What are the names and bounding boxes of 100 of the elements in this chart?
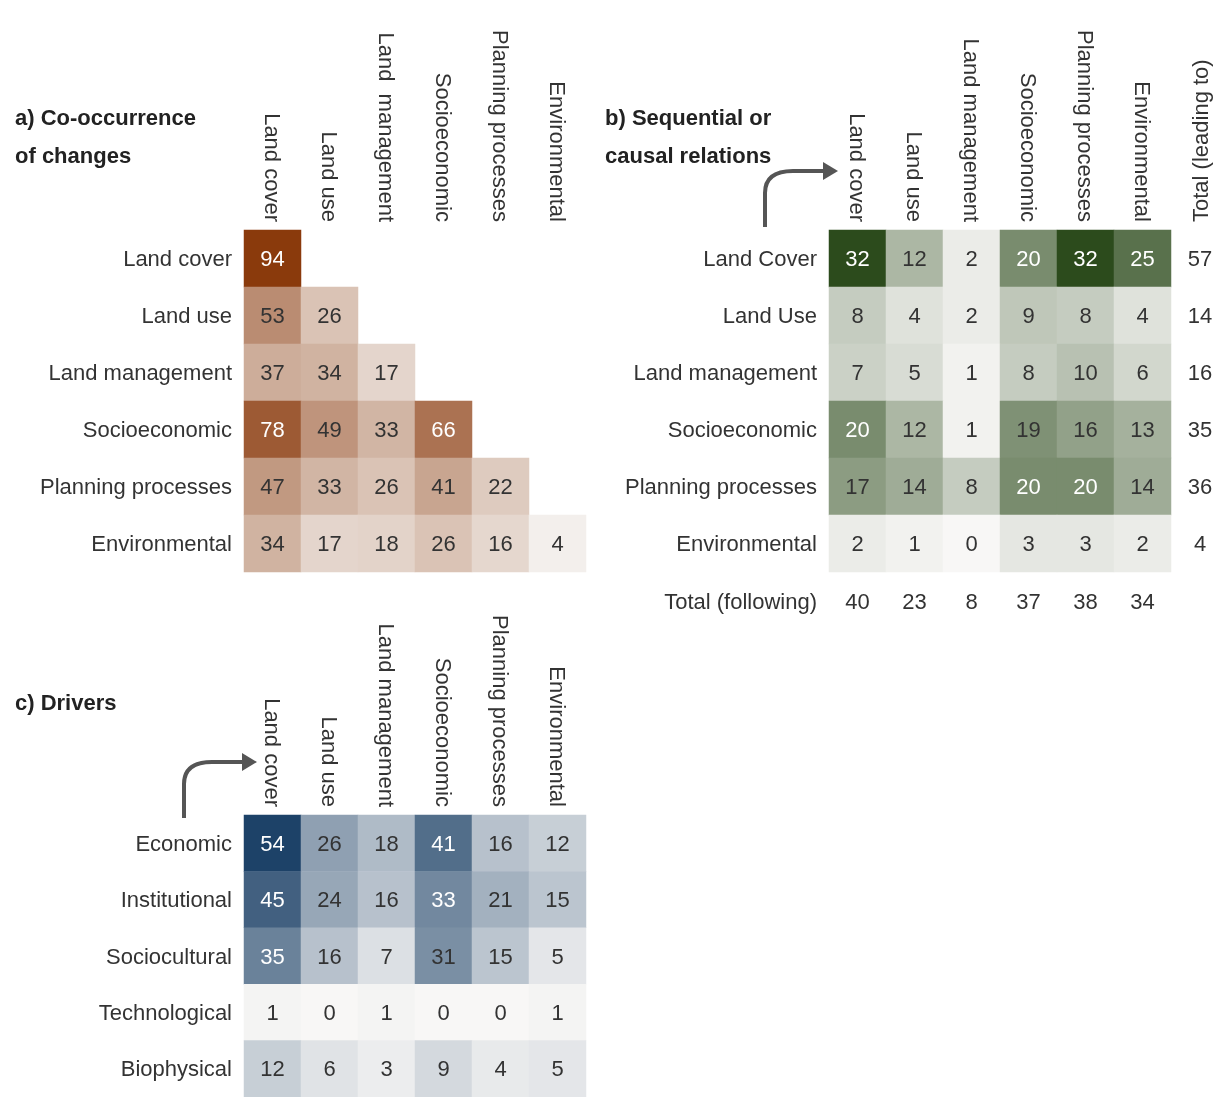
data-label: 37 (260, 360, 285, 385)
data-label: 12 (902, 246, 927, 271)
data-label: 1 (965, 417, 978, 442)
data-label: 15 (545, 887, 570, 913)
text: 40 (845, 588, 870, 614)
data-label: 12 (545, 830, 570, 856)
data-label: 32 (1073, 246, 1098, 271)
data-label: 12 (260, 1056, 285, 1082)
data-label: 0 (323, 999, 336, 1025)
text: Total (leading to) (1187, 59, 1213, 222)
y2-tick-label: 16 (1187, 360, 1213, 385)
x-tick-label: Planning processes (488, 29, 513, 222)
data-label: 8 (1022, 360, 1035, 385)
x-tick-label: Socioeconomic (431, 72, 456, 222)
data-label: 9 (1022, 303, 1035, 328)
x-tick-label: Land management (374, 32, 399, 222)
y-tick-label: Socioeconomic (82, 417, 232, 442)
x-tick-label: Land management (374, 623, 399, 807)
data-label: 94 (260, 246, 285, 271)
data-label: 16 (317, 943, 342, 969)
text: Total (following) (664, 588, 817, 614)
y2-tick-label: 4 (1193, 531, 1207, 556)
x-tick-label: Socioeconomic (431, 657, 456, 807)
y-tick-label: Land Cover (703, 246, 817, 271)
y-tick-label: Sociocultural (106, 943, 232, 969)
data-label: 7 (851, 360, 864, 385)
data-label: 12 (902, 417, 927, 442)
data-label: 8 (851, 303, 864, 328)
data-label: 26 (317, 830, 342, 856)
text: 8 (965, 588, 978, 614)
data-label: 16 (488, 531, 513, 556)
data-label: 33 (317, 474, 342, 499)
data-label: 26 (431, 531, 456, 556)
data-label: 3 (1079, 531, 1092, 556)
y2-tick-label: 14 (1187, 303, 1213, 328)
data-label: 14 (902, 474, 927, 499)
data-label: 34 (260, 531, 285, 556)
data-label: 26 (317, 303, 342, 328)
data-label: 0 (494, 999, 507, 1025)
data-label: 0 (965, 531, 978, 556)
data-label: 8 (965, 474, 978, 499)
y-tick-label: Land cover (123, 246, 232, 271)
data-label: 3 (1022, 531, 1035, 556)
data-label: 6 (323, 1056, 336, 1082)
chart-title: a) Co-occurrence of changes (15, 104, 203, 168)
y-tick-label: Environmental (91, 531, 232, 556)
y-tick-label: Economic (135, 830, 232, 856)
data-label: 15 (488, 943, 513, 969)
data-label: 26 (374, 474, 399, 499)
data-label: 20 (845, 417, 870, 442)
text: 34 (1130, 588, 1155, 614)
y-tick-label: Land use (141, 303, 232, 328)
data-label: 34 (317, 360, 342, 385)
data-label: 14 (1130, 474, 1155, 499)
data-label: 17 (374, 360, 399, 385)
data-label: 53 (260, 303, 285, 328)
y-tick-label: Institutional (120, 887, 232, 913)
data-label: 16 (488, 830, 513, 856)
y-tick-label: Biophysical (120, 1056, 232, 1082)
data-label: 1 (965, 360, 978, 385)
data-label: 1 (908, 531, 921, 556)
data-label: 45 (260, 887, 285, 913)
data-label: 19 (1016, 417, 1041, 442)
data-label: 1 (266, 999, 279, 1025)
data-label: 33 (431, 887, 456, 913)
data-label: 2 (1136, 531, 1149, 556)
text: 23 (902, 588, 927, 614)
data-label: 47 (260, 474, 285, 499)
data-label: 24 (317, 887, 342, 913)
data-label: 5 (551, 1056, 564, 1082)
data-label: 16 (374, 887, 399, 913)
x-tick-label: Planning processes (488, 614, 513, 807)
data-label: 22 (488, 474, 513, 499)
data-label: 20 (1016, 246, 1041, 271)
data-label: 25 (1130, 246, 1155, 271)
x-tick-label: Planning processes (1073, 29, 1098, 222)
y-tick-label: Environmental (676, 531, 817, 556)
x-tick-label: Land use (317, 716, 342, 807)
data-label: 41 (431, 474, 456, 499)
x-tick-label: Socioeconomic (1016, 72, 1041, 222)
data-label: 54 (260, 830, 285, 856)
data-label: 2 (965, 246, 978, 271)
y2-tick-label: 36 (1187, 474, 1213, 499)
x-tick-label: Land management (959, 38, 984, 222)
data-label: 0 (437, 999, 450, 1025)
y-tick-label: Land management (633, 360, 817, 385)
data-label: 35 (260, 943, 285, 969)
data-label: 21 (488, 887, 513, 913)
data-label: 17 (317, 531, 342, 556)
data-label: 18 (374, 531, 399, 556)
data-label: 2 (851, 531, 864, 556)
data-label: 4 (1136, 303, 1149, 328)
data-label: 18 (374, 830, 399, 856)
data-label: 33 (374, 417, 399, 442)
data-label: 2 (965, 303, 978, 328)
x-tick-label: Environmental (545, 81, 570, 222)
data-label: 20 (1016, 474, 1041, 499)
y-tick-label: Technological (98, 999, 232, 1025)
data-label: 9 (437, 1056, 450, 1082)
data-label: 1 (380, 999, 393, 1025)
